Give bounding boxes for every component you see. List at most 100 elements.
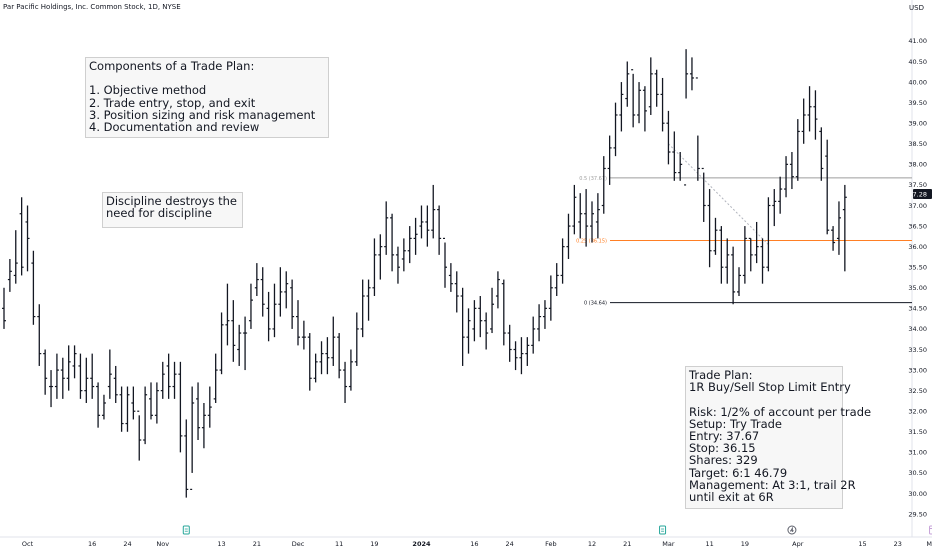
price-tick-label: 32.50 — [908, 387, 927, 395]
ohlc-bar — [19, 197, 24, 276]
ohlc-bar — [413, 217, 418, 255]
ohlc-bar — [789, 152, 794, 190]
time-tick-label: 19 — [741, 540, 749, 548]
price-tick-label: 36.00 — [908, 243, 927, 251]
ohlc-bar — [525, 337, 530, 366]
ohlc-bar — [484, 312, 489, 350]
time-tick-label: Dec — [292, 540, 305, 548]
ohlc-bar — [572, 184, 577, 235]
time-tick-label: Oct — [22, 540, 34, 548]
note-line: until exit at 6R — [689, 490, 774, 505]
ohlc-bar — [313, 353, 318, 383]
ohlc-bar — [143, 386, 148, 445]
ohlc-bar — [31, 250, 36, 325]
ohlc-bar — [190, 386, 195, 490]
ohlc-bar — [96, 382, 101, 428]
price-tick-label: 38.00 — [908, 161, 927, 169]
ohlc-bar — [495, 271, 500, 309]
ohlc-bar — [578, 193, 583, 239]
time-tick-label: 16 — [470, 540, 478, 548]
ohlc-bar — [601, 156, 606, 214]
ohlc-bar — [695, 77, 700, 181]
ohlc-bar — [196, 382, 201, 441]
trade-plan-note[interactable]: Trade Plan: 1R Buy/Sell Stop Limit Entry R… — [685, 366, 871, 509]
ohlc-bar — [366, 279, 371, 321]
ohlc-bar — [619, 82, 624, 132]
ohlc-bar — [443, 237, 447, 288]
components-note[interactable]: Components of a Trade Plan: 1. Objective … — [85, 57, 329, 138]
ohlc-bar — [184, 419, 189, 498]
ohlc-bar — [454, 271, 459, 313]
price-tick-label: 37.50 — [908, 181, 927, 189]
price-tick-label: 31.50 — [908, 428, 927, 436]
ohlc-bar — [419, 205, 424, 239]
ohlc-bar — [395, 246, 400, 284]
note-line: 1. Objective method — [89, 83, 207, 98]
ohlc-bar — [113, 365, 118, 403]
ohlc-bar — [713, 217, 718, 255]
time-tick-label: 2024 — [412, 540, 431, 548]
ohlc-bar — [778, 176, 783, 214]
ohlc-bar — [425, 205, 430, 247]
discipline-note[interactable]: Discipline destroys the need for discipli… — [102, 192, 243, 228]
ohlc-bar — [248, 283, 253, 329]
ohlc-bar — [642, 86, 647, 132]
price-tick-label: 33.50 — [908, 346, 927, 354]
ohlc-bar — [2, 287, 6, 329]
symbol-title[interactable]: Par Pacific Holdings, Inc. Common Stock,… — [3, 3, 181, 11]
time-tick-label: 24 — [506, 540, 514, 548]
price-tick-label: 40.00 — [908, 78, 927, 86]
ohlc-bar — [725, 238, 730, 284]
ohlc-bar — [754, 221, 759, 264]
ohlc-bar — [131, 386, 136, 420]
ohlc-bar — [684, 49, 689, 186]
ohlc-bar — [84, 357, 89, 403]
ohlc-bar — [343, 361, 348, 403]
note-line: Stop: 36.15 — [689, 441, 756, 456]
ohlc-bar — [501, 279, 506, 346]
time-tick-label: 21 — [623, 540, 631, 548]
ohlc-bar — [737, 267, 741, 297]
ohlc-bar — [531, 316, 536, 354]
price-tick-label: 30.50 — [908, 469, 927, 477]
time-tick-label: 11 — [705, 540, 713, 548]
note-line: 2. Trade entry, stop, and exit — [89, 95, 256, 110]
event-marker-icon[interactable] — [659, 525, 667, 535]
fib-level-label: 0.5 (37.67) — [579, 176, 607, 182]
ohlc-bar — [648, 57, 653, 115]
ohlc-bar — [137, 410, 142, 461]
ohlc-bar — [719, 226, 724, 284]
time-tick-label: May — [926, 540, 932, 548]
ohlc-bars — [2, 49, 847, 498]
ohlc-bar — [266, 291, 271, 342]
last-price-box — [913, 188, 932, 199]
time-tick-label: 19 — [370, 540, 378, 548]
ohlc-bar — [43, 349, 48, 395]
ohlc-bar — [231, 300, 236, 362]
price-tick-label: 40.50 — [908, 58, 927, 66]
earnings-marker-icon[interactable] — [787, 525, 797, 535]
time-tick-label: 13 — [217, 540, 225, 548]
ohlc-bar — [748, 237, 753, 272]
price-tick-label: 34.50 — [908, 305, 927, 313]
ohlc-bar — [537, 304, 542, 342]
ohlc-bar — [360, 279, 365, 338]
calendar-marker-icon[interactable] — [929, 525, 932, 535]
ohlc-bar — [307, 333, 312, 391]
ohlc-bar — [566, 213, 571, 259]
price-tick-label: 38.50 — [908, 140, 927, 148]
ohlc-bar — [7, 258, 12, 292]
ohlc-bar — [372, 238, 377, 297]
ohlc-bar — [825, 139, 830, 235]
ohlc-bar — [631, 69, 636, 128]
ohlc-bar — [584, 189, 589, 247]
ohlc-bar — [254, 263, 259, 297]
ohlc-bar — [560, 238, 565, 284]
price-tick-label: 35.50 — [908, 264, 927, 272]
event-marker-icon[interactable] — [182, 525, 190, 535]
ohlc-bar — [384, 201, 389, 255]
note-line: Components of a Trade Plan: — [89, 59, 255, 73]
ohlc-bar — [219, 312, 224, 375]
ohlc-bar — [243, 316, 248, 371]
